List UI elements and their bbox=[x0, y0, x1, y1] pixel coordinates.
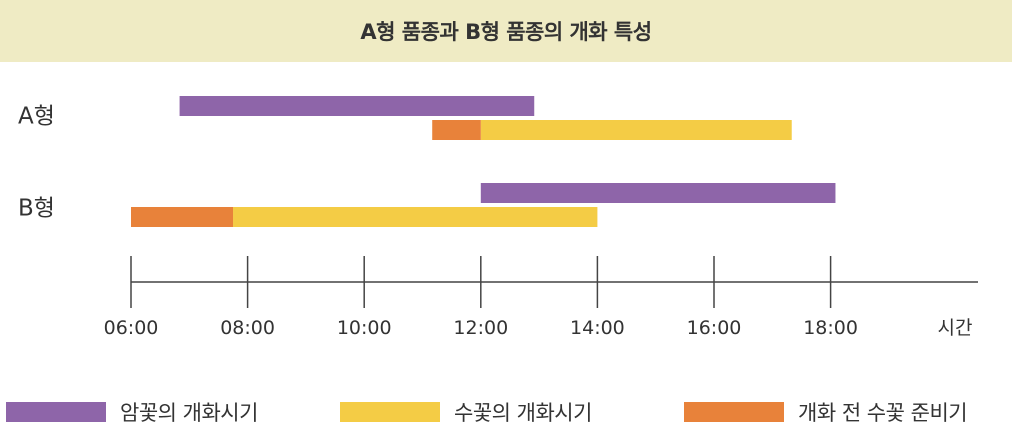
bar-prep-b bbox=[131, 207, 234, 227]
legend: 암꽃의 개화시기 수꽃의 개화시기 개화 전 수꽃 준비기 bbox=[0, 392, 1012, 432]
x-tick-label: 08:00 bbox=[220, 317, 275, 339]
bar-male-a bbox=[480, 120, 792, 140]
legend-label-female: 암꽃의 개화시기 bbox=[120, 401, 258, 425]
gantt-chart: A형 B형 06:00 08:00 10:00 12:00 14:00 16:00 18:00 시… bbox=[18, 96, 978, 339]
x-tick-label: 18:00 bbox=[803, 317, 858, 339]
legend-item-male: 수꽃의 개화시기 bbox=[340, 392, 592, 432]
chart-title: A형 품종과 B형 품종의 개화 특성 bbox=[360, 20, 652, 44]
legend-swatch-prep bbox=[684, 402, 784, 422]
chart-title-bar: A형 품종과 B형 품종의 개화 특성 bbox=[0, 0, 1012, 62]
x-axis-label: 시간 bbox=[938, 317, 973, 339]
x-tick-label: 12:00 bbox=[453, 317, 508, 339]
bar-male-b bbox=[233, 207, 598, 227]
legend-label-male: 수꽃의 개화시기 bbox=[454, 401, 592, 425]
x-tick-label: 14:00 bbox=[570, 317, 625, 339]
category-label-a: A형 bbox=[18, 104, 55, 130]
x-tick-label: 10:00 bbox=[337, 317, 392, 339]
x-tick-label: 06:00 bbox=[104, 317, 159, 339]
legend-item-prep: 개화 전 수꽃 준비기 bbox=[684, 392, 968, 432]
bar-female-b bbox=[480, 183, 836, 203]
x-tick-label: 16:00 bbox=[687, 317, 742, 339]
legend-label-prep: 개화 전 수꽃 준비기 bbox=[798, 401, 968, 425]
category-label-b: B형 bbox=[18, 196, 55, 222]
bar-female-a bbox=[179, 96, 535, 116]
legend-swatch-male bbox=[340, 402, 440, 422]
bar-prep-a bbox=[432, 120, 481, 140]
legend-swatch-female bbox=[6, 402, 106, 422]
legend-item-female: 암꽃의 개화시기 bbox=[6, 392, 258, 432]
